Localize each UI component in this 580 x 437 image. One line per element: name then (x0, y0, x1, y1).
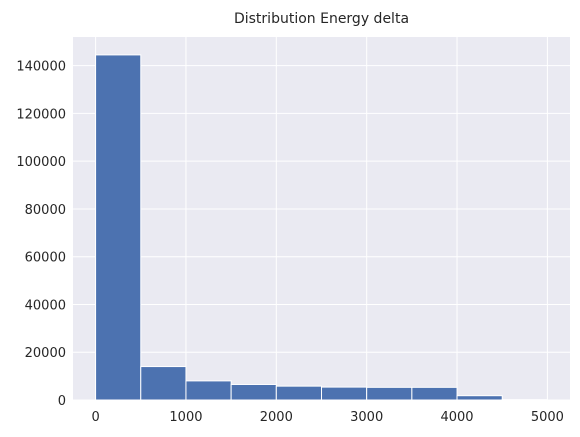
histogram-bar (95, 54, 142, 401)
histogram-bar (366, 386, 413, 401)
histogram-bar (230, 383, 277, 401)
histogram-bar (456, 395, 503, 401)
x-tick-label: 1000 (169, 410, 202, 425)
histogram-bar (411, 386, 458, 401)
y-tick-label: 100000 (16, 155, 66, 170)
y-tick-label: 60000 (25, 251, 66, 266)
y-tick-label: 80000 (25, 203, 66, 218)
y-axis-ticks: 0 20000 40000 60000 80000 100000 120000 140000 (16, 60, 66, 409)
histogram-bar (140, 366, 187, 401)
x-tick-label: 5000 (531, 410, 564, 425)
chart-title: Distribution Energy delta (234, 11, 409, 27)
y-tick-label: 0 (58, 394, 66, 409)
y-tick-label: 40000 (25, 298, 66, 313)
y-tick-label: 120000 (16, 107, 66, 122)
x-tick-label: 2000 (260, 410, 293, 425)
x-tick-label: 0 (91, 410, 99, 425)
x-tick-label: 4000 (440, 410, 473, 425)
y-tick-label: 140000 (16, 60, 66, 75)
x-axis-ticks: 0 1000 2000 3000 4000 5000 (91, 410, 564, 425)
grid-lines (73, 37, 570, 401)
y-tick-label: 20000 (25, 346, 66, 361)
histogram-bar (185, 380, 232, 401)
x-tick-label: 3000 (350, 410, 383, 425)
plot-background (73, 37, 570, 400)
histogram-bar (321, 386, 368, 401)
bars (95, 54, 548, 401)
histogram-bar (275, 385, 322, 401)
